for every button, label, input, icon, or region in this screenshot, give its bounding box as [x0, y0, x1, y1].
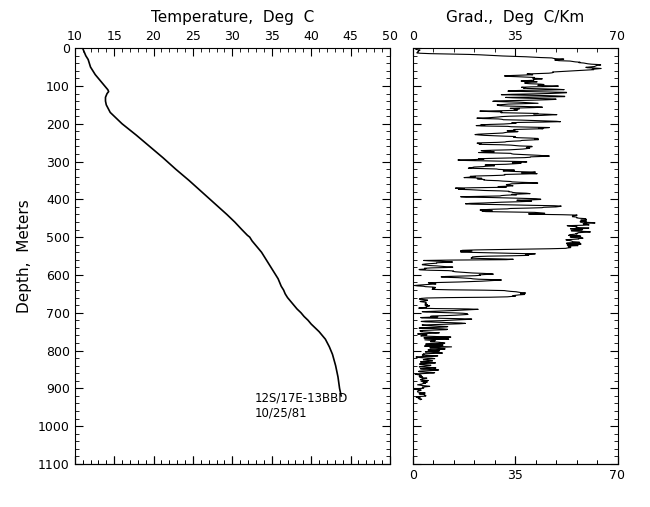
Y-axis label: Depth,  Meters: Depth, Meters	[18, 199, 32, 313]
Text: 12S/17E-13BBD
10/25/81: 12S/17E-13BBD 10/25/81	[254, 391, 348, 419]
X-axis label: Grad.,  Deg  C/Km: Grad., Deg C/Km	[446, 10, 584, 25]
X-axis label: Temperature,  Deg  C: Temperature, Deg C	[151, 10, 314, 25]
